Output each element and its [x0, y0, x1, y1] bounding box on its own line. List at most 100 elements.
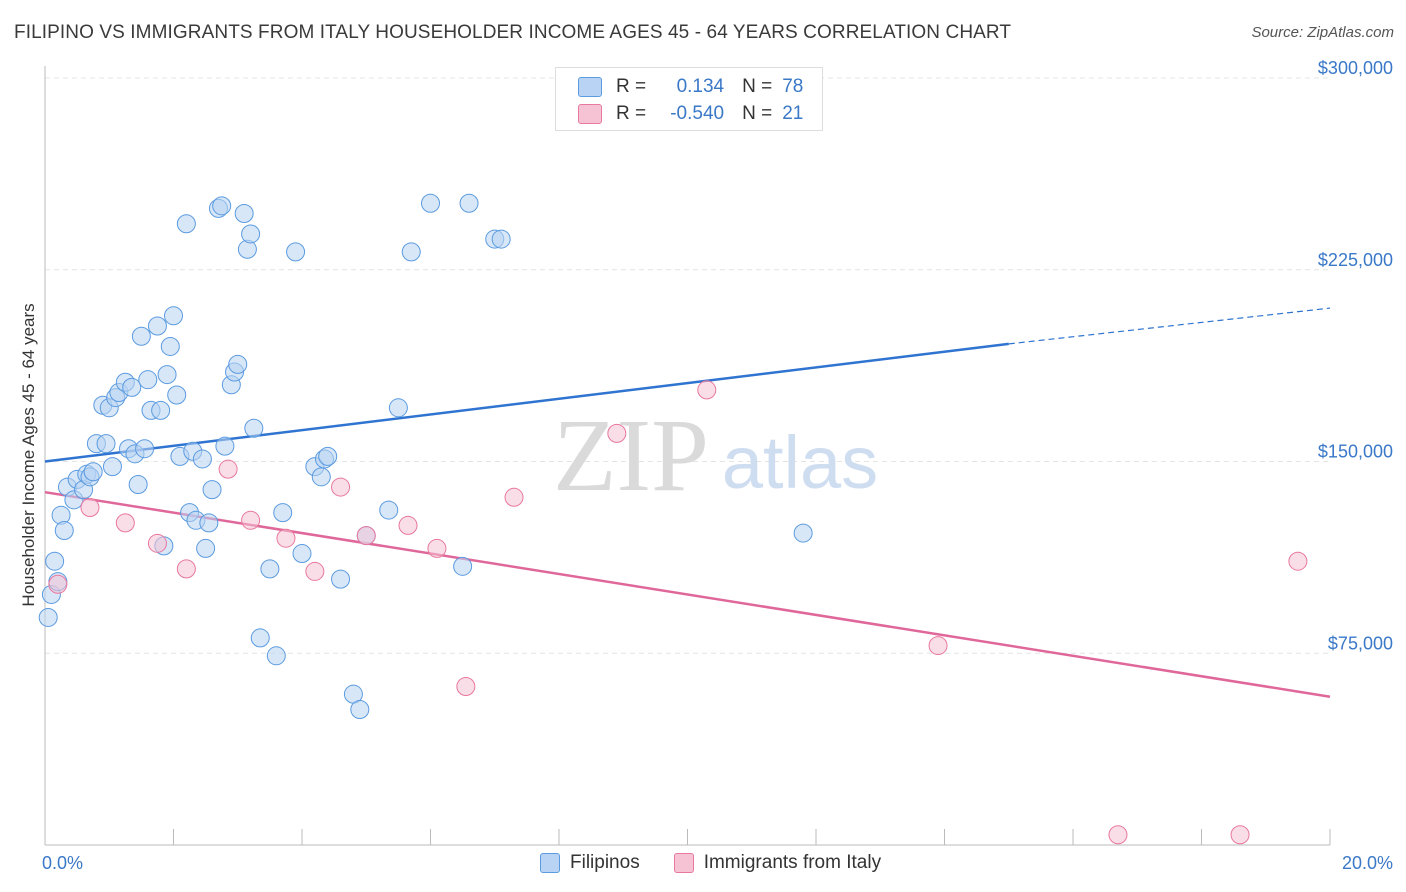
- italy-point: [697, 380, 717, 400]
- italy-point: [504, 487, 524, 507]
- filipinos-trendline: [44, 342, 1009, 463]
- filipinos-point: [122, 377, 142, 397]
- filipinos-point: [388, 398, 408, 418]
- italy-point: [398, 515, 418, 535]
- filipinos-point: [164, 306, 183, 326]
- filipinos-point: [292, 544, 312, 564]
- filipinos-point: [202, 480, 222, 500]
- r-label: R =: [616, 103, 647, 124]
- y-tick-label: $150,000: [1318, 442, 1393, 462]
- filipinos-point: [244, 418, 264, 438]
- italy-point: [276, 528, 296, 548]
- r-label: R =: [616, 76, 647, 97]
- filipinos-swatch: [540, 853, 560, 873]
- filipinos-point: [401, 242, 421, 262]
- n-value: 78: [782, 76, 804, 97]
- filipinos-point: [459, 193, 479, 213]
- filipinos-point: [421, 193, 440, 213]
- filipinos-point: [128, 475, 148, 495]
- filipinos-point: [215, 436, 235, 456]
- r-value: -0.540: [670, 103, 725, 124]
- filipinos-point: [83, 462, 103, 482]
- italy-point: [305, 561, 325, 581]
- italy-point: [456, 676, 476, 696]
- italy-point: [1288, 551, 1308, 571]
- filipinos-point: [199, 513, 219, 533]
- watermark: ZIP atlas: [553, 398, 878, 513]
- filipinos-point: [160, 336, 180, 356]
- stats-row-filipinos: R = 0.134 N = 78: [578, 74, 803, 100]
- filipinos-point: [350, 699, 370, 719]
- stats-row-italy: R = -0.540 N = 21: [578, 101, 803, 127]
- filipinos-point: [250, 628, 270, 648]
- r-value: 0.134: [676, 76, 725, 97]
- italy-point: [427, 538, 447, 558]
- legend-item-filipinos[interactable]: Filipinos: [540, 852, 640, 874]
- x-tick-label: 0.0%: [42, 853, 83, 873]
- filipinos-point: [192, 449, 212, 469]
- filipinos-point: [241, 224, 261, 244]
- n-value: 21: [782, 103, 804, 124]
- filipinos-point: [138, 370, 158, 390]
- legend-item-italy[interactable]: Immigrants from Italy: [673, 852, 882, 874]
- filipinos-point: [260, 559, 280, 579]
- filipinos-point: [212, 196, 232, 216]
- filipinos-trendline-extension: [1008, 307, 1331, 345]
- x-tick-label: 20.0%: [1342, 853, 1393, 873]
- filipinos-point: [266, 646, 286, 666]
- filipinos-point: [157, 365, 177, 385]
- axes: [44, 66, 1331, 846]
- filipinos-swatch: [578, 77, 602, 97]
- filipinos-point: [237, 239, 257, 259]
- italy-point: [241, 510, 261, 530]
- legend-label: Filipinos: [570, 852, 640, 873]
- filipinos-point: [453, 556, 473, 576]
- italy-point: [48, 574, 68, 594]
- y-tick-label: $300,000: [1318, 58, 1393, 78]
- y-tick-label: $225,000: [1318, 250, 1393, 270]
- italy-point: [176, 559, 196, 579]
- italy-swatch: [578, 104, 602, 124]
- trendlines: [44, 307, 1331, 698]
- filipinos-point: [167, 385, 187, 405]
- data-points: [38, 193, 1308, 845]
- italy-point: [115, 513, 135, 533]
- source-label: Source: ZipAtlas.com: [1251, 24, 1394, 41]
- filipinos-point: [379, 500, 399, 520]
- watermark-zip: ZIP: [553, 398, 709, 513]
- filipinos-point: [54, 521, 74, 541]
- italy-point: [607, 423, 627, 443]
- filipinos-point: [51, 505, 71, 525]
- chart-title: FILIPINO VS IMMIGRANTS FROM ITALY HOUSEH…: [14, 22, 1012, 43]
- italy-trendline: [44, 490, 1331, 698]
- legend-label: Immigrants from Italy: [703, 852, 882, 873]
- italy-point: [1108, 825, 1128, 845]
- y-tick-label: $75,000: [1328, 633, 1393, 653]
- filipinos-point: [38, 607, 58, 627]
- filipinos-point: [196, 538, 216, 558]
- watermark-atlas: atlas: [722, 421, 878, 504]
- filipinos-point: [102, 457, 122, 477]
- italy-point: [331, 477, 351, 497]
- filipinos-point: [147, 316, 167, 336]
- filipinos-point: [331, 569, 351, 589]
- italy-point: [356, 526, 376, 546]
- tick-labels: $75,000 $150,000 $225,000 $300,000 0.0% 20.0%: [42, 58, 1393, 873]
- filipinos-point: [311, 467, 331, 487]
- filipinos-point: [793, 523, 813, 543]
- filipinos-point: [96, 434, 116, 454]
- n-label: N =: [742, 103, 773, 124]
- filipinos-point: [131, 326, 151, 346]
- italy-point: [80, 498, 100, 518]
- filipinos-point: [318, 446, 338, 466]
- stats-legend: R = 0.134 N = 78 R = -0.540 N = 21: [555, 67, 823, 131]
- italy-swatch: [673, 853, 694, 873]
- filipinos-point: [135, 439, 155, 459]
- filipinos-point: [176, 214, 196, 234]
- filipinos-point: [273, 503, 293, 523]
- italy-point: [147, 533, 167, 553]
- filipinos-point: [234, 204, 254, 224]
- n-label: N =: [742, 76, 773, 97]
- filipinos-point: [491, 229, 511, 249]
